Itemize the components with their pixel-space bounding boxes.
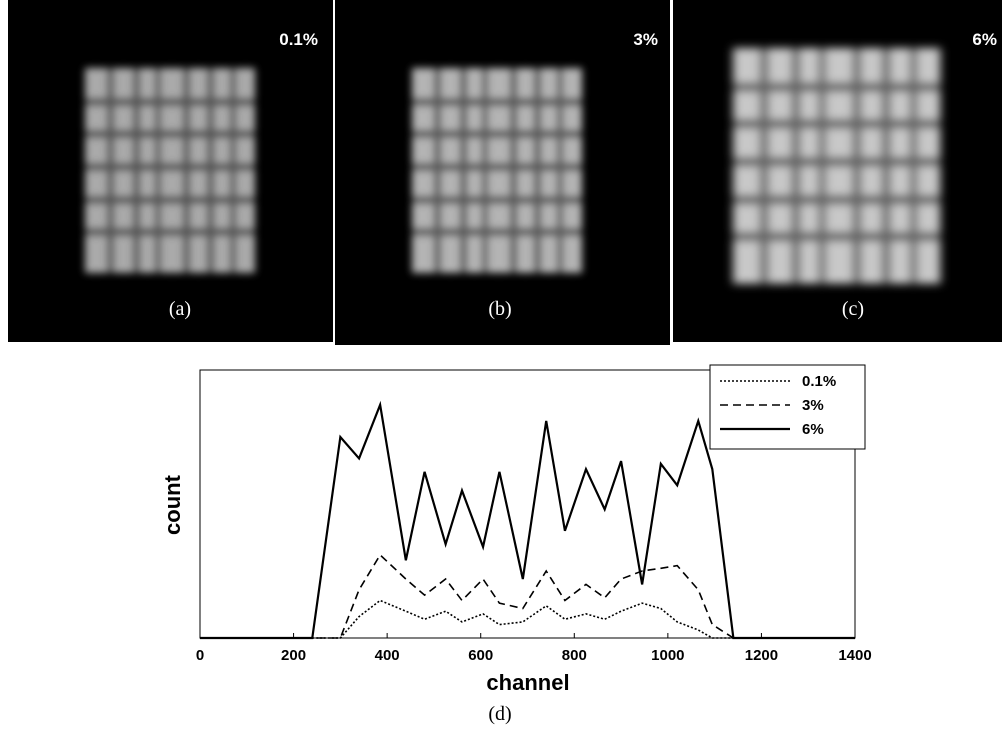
legend-label: 3% <box>802 397 824 414</box>
x-tick-label: 200 <box>281 647 306 664</box>
legend-label: 6% <box>802 421 824 438</box>
x-tick-label: 1000 <box>651 647 684 664</box>
x-tick-label: 800 <box>562 647 587 664</box>
panel-caption: (a) <box>169 298 191 320</box>
image-a <box>85 68 255 273</box>
x-tick-label: 600 <box>468 647 493 664</box>
panel-caption: (b) <box>488 298 511 320</box>
image-b <box>412 68 582 273</box>
data-line <box>200 599 855 639</box>
panel-caption: (c) <box>842 298 864 320</box>
x-tick-label: 1400 <box>838 647 871 664</box>
data-line <box>200 400 855 640</box>
x-tick-label: 400 <box>375 647 400 664</box>
figure-caption: (d) <box>488 703 511 725</box>
legend-label: 0.1% <box>802 373 836 390</box>
x-axis-label: channel <box>486 670 569 695</box>
panel-label: 6% <box>972 30 997 49</box>
panel-label: 3% <box>633 30 658 49</box>
legend-box <box>709 364 866 450</box>
y-axis-label: count <box>160 474 185 535</box>
image-c <box>733 48 941 284</box>
panel-label: 0.1% <box>279 30 318 49</box>
x-tick-label: 0 <box>196 647 204 664</box>
data-line <box>200 553 855 639</box>
x-tick-label: 1200 <box>745 647 778 664</box>
